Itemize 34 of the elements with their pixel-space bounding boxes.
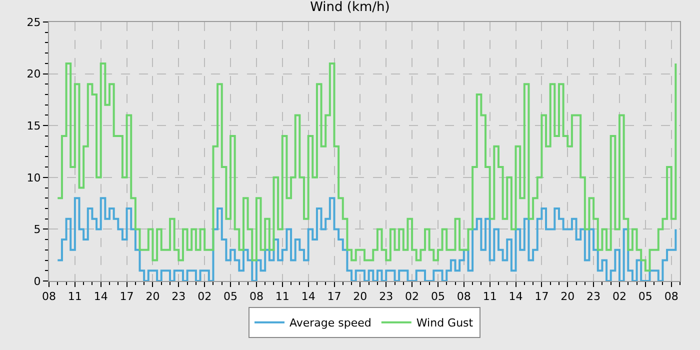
x-tick-label: 20 bbox=[353, 290, 368, 304]
x-tick-label: 02 bbox=[405, 290, 420, 304]
x-tick-label: 11 bbox=[68, 290, 82, 304]
x-tick-label: 05 bbox=[430, 290, 445, 304]
y-tick-label: 10 bbox=[26, 171, 41, 184]
x-tick-label: 14 bbox=[508, 290, 523, 304]
x-tick-label: 20 bbox=[146, 290, 160, 304]
x-tick-label: 02 bbox=[612, 290, 626, 304]
x-tick-label: 23 bbox=[172, 290, 186, 304]
x-tick-label: 08 bbox=[249, 290, 264, 304]
y-tick-label: 15 bbox=[26, 119, 41, 132]
y-tick-label: 0 bbox=[34, 274, 41, 288]
x-tick-label: 23 bbox=[586, 290, 601, 304]
x-tick-label: 11 bbox=[275, 290, 290, 304]
x-tick-label: 08 bbox=[664, 290, 678, 304]
x-tick-label: 05 bbox=[638, 290, 652, 304]
y-tick-label: 20 bbox=[26, 68, 41, 81]
x-tick-label: 17 bbox=[534, 290, 549, 304]
x-tick-label: 08 bbox=[456, 290, 471, 304]
y-tick-label: 5 bbox=[34, 223, 41, 236]
chart-title: Wind (km/h) bbox=[310, 0, 390, 15]
x-tick-label: 23 bbox=[379, 290, 394, 304]
legend-label: Average speed bbox=[290, 316, 372, 330]
x-tick-label: 20 bbox=[560, 290, 575, 304]
x-tick-label: 14 bbox=[94, 290, 108, 304]
legend-label: Wind Gust bbox=[416, 316, 474, 330]
x-tick-label: 11 bbox=[482, 290, 497, 304]
x-tick-label: 02 bbox=[198, 290, 212, 304]
x-tick-label: 14 bbox=[301, 290, 316, 304]
x-tick-label: 05 bbox=[224, 290, 238, 304]
y-tick-label: 25 bbox=[26, 16, 41, 29]
x-tick-label: 08 bbox=[42, 290, 56, 304]
x-tick-label: 17 bbox=[120, 290, 134, 304]
x-tick-label: 17 bbox=[327, 290, 342, 304]
